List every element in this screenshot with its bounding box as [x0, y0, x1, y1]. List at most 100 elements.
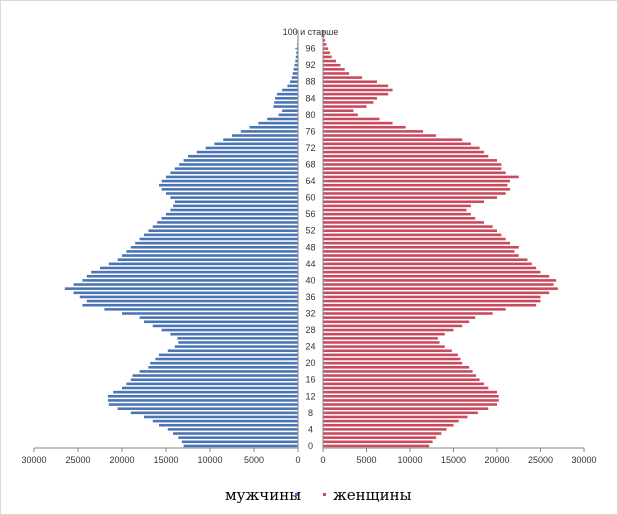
age-tick-label: 12 [305, 391, 315, 401]
male-bar-age-47 [126, 250, 299, 253]
male-bar-age-42 [91, 270, 298, 274]
female-bar-age-95 [323, 51, 330, 55]
female-bars [323, 30, 558, 448]
male-bar-age-71 [196, 150, 298, 154]
age-tick-label: 4 [308, 424, 313, 434]
left-x-tick-label: 5000 [244, 455, 264, 465]
female-bar-age-84 [323, 97, 377, 100]
male-bar-age-62 [161, 188, 298, 191]
male-bars [64, 30, 299, 448]
right-x-tick-label: 20000 [484, 455, 509, 465]
male-bar-age-76 [240, 130, 298, 133]
female-bar-age-71 [323, 150, 484, 154]
age-tick-label: 16 [305, 375, 315, 385]
female-bar-age-45 [323, 258, 528, 261]
male-bar-age-24 [174, 345, 298, 348]
age-tick-label: 36 [305, 292, 315, 302]
right-x-tick-label: 30000 [571, 455, 596, 465]
male-bar-age-91 [293, 68, 298, 71]
female-bar-age-3 [323, 432, 442, 435]
male-bar-age-93 [295, 59, 298, 63]
female-bar-age-81 [323, 109, 354, 112]
age-tick-label: 76 [305, 126, 315, 136]
male-bar-age-1 [181, 440, 298, 444]
female-bar-age-60 [323, 196, 497, 199]
male-bar-age-83 [274, 101, 298, 104]
tick-labels: 30000 25000 20000 15000 10000 5000 0 0 5000 10000… [21, 27, 596, 465]
male-bar-age-38 [64, 287, 298, 290]
male-bar-age-86 [282, 88, 298, 92]
female-bar-age-15 [323, 382, 484, 386]
female-bar-age-30 [323, 320, 470, 324]
female-bar-age-85 [323, 92, 389, 96]
male-bar-age-33 [104, 308, 299, 311]
female-bar-age-98 [323, 39, 326, 42]
age-tick-label: 56 [305, 209, 315, 219]
female-bar-age-89 [323, 76, 363, 79]
male-bar-age-94 [295, 55, 298, 59]
female-bar-age-88 [323, 80, 377, 84]
male-bar-age-79 [267, 117, 298, 121]
male-bar-age-50 [139, 237, 298, 241]
left-x-tick-label: 30000 [21, 455, 46, 465]
female-bar-age-13 [323, 390, 497, 394]
male-bar-age-65 [166, 175, 298, 179]
female-bar-age-99 [323, 34, 325, 38]
female-bar-age-52 [323, 229, 497, 233]
male-bar-age-57 [170, 208, 298, 212]
legend-label-male: мужчины [225, 486, 301, 504]
age-tick-label: 52 [305, 226, 315, 236]
female-bar-age-73 [323, 142, 471, 146]
male-bar-age-12 [107, 394, 298, 398]
male-bar-age-64 [161, 179, 298, 183]
female-bar-age-23 [323, 349, 452, 353]
male-bar-age-89 [291, 76, 298, 79]
age-tick-label: 100 и старше [283, 27, 339, 37]
female-bar-age-1 [323, 440, 433, 444]
male-bar-age-32 [122, 312, 298, 315]
male-bar-age-36 [79, 295, 298, 299]
female-bar-age-18 [323, 370, 473, 373]
female-bar-age-14 [323, 386, 489, 390]
male-bar-age-3 [173, 432, 298, 435]
male-bar-age-67 [174, 167, 298, 170]
female-bar-age-69 [323, 159, 497, 162]
female-bar-age-55 [323, 217, 476, 220]
age-tick-label: 32 [305, 308, 315, 318]
age-tick-label: 64 [305, 176, 315, 186]
female-bar-age-51 [323, 233, 502, 237]
female-bar-age-35 [323, 299, 541, 303]
male-bar-age-31 [139, 316, 298, 319]
age-tick-label: 96 [305, 44, 315, 54]
female-bar-age-68 [323, 163, 502, 166]
male-bar-age-25 [178, 341, 298, 344]
age-tick-label: 44 [305, 259, 315, 269]
female-bar-age-6 [323, 419, 459, 423]
male-bar-age-54 [157, 221, 298, 224]
female-bar-age-44 [323, 262, 532, 266]
male-bar-age-61 [166, 192, 298, 195]
male-bar-age-88 [290, 80, 298, 84]
female-bar-age-91 [323, 68, 345, 71]
male-bar-age-28 [161, 328, 298, 332]
female-bar-age-21 [323, 357, 461, 361]
male-bar-age-55 [161, 217, 298, 220]
male-bar-age-21 [155, 357, 298, 361]
female-bar-age-20 [323, 361, 463, 365]
left-x-tick-label: 15000 [153, 455, 178, 465]
male-bar-age-19 [148, 366, 298, 369]
female-bar-age-24 [323, 345, 445, 348]
male-bar-age-52 [148, 229, 298, 233]
female-bar-age-25 [323, 341, 440, 344]
male-bar-age-2 [178, 436, 298, 439]
female-bar-age-61 [323, 192, 506, 195]
male-bar-age-37 [73, 291, 298, 295]
female-bar-age-70 [323, 154, 489, 158]
male-bar-age-9 [117, 407, 298, 410]
female-bar-age-22 [323, 353, 458, 357]
female-bar-age-2 [323, 436, 437, 439]
right-x-tick-label: 25000 [528, 455, 553, 465]
male-bar-age-69 [183, 159, 298, 162]
male-bar-age-70 [188, 154, 298, 158]
